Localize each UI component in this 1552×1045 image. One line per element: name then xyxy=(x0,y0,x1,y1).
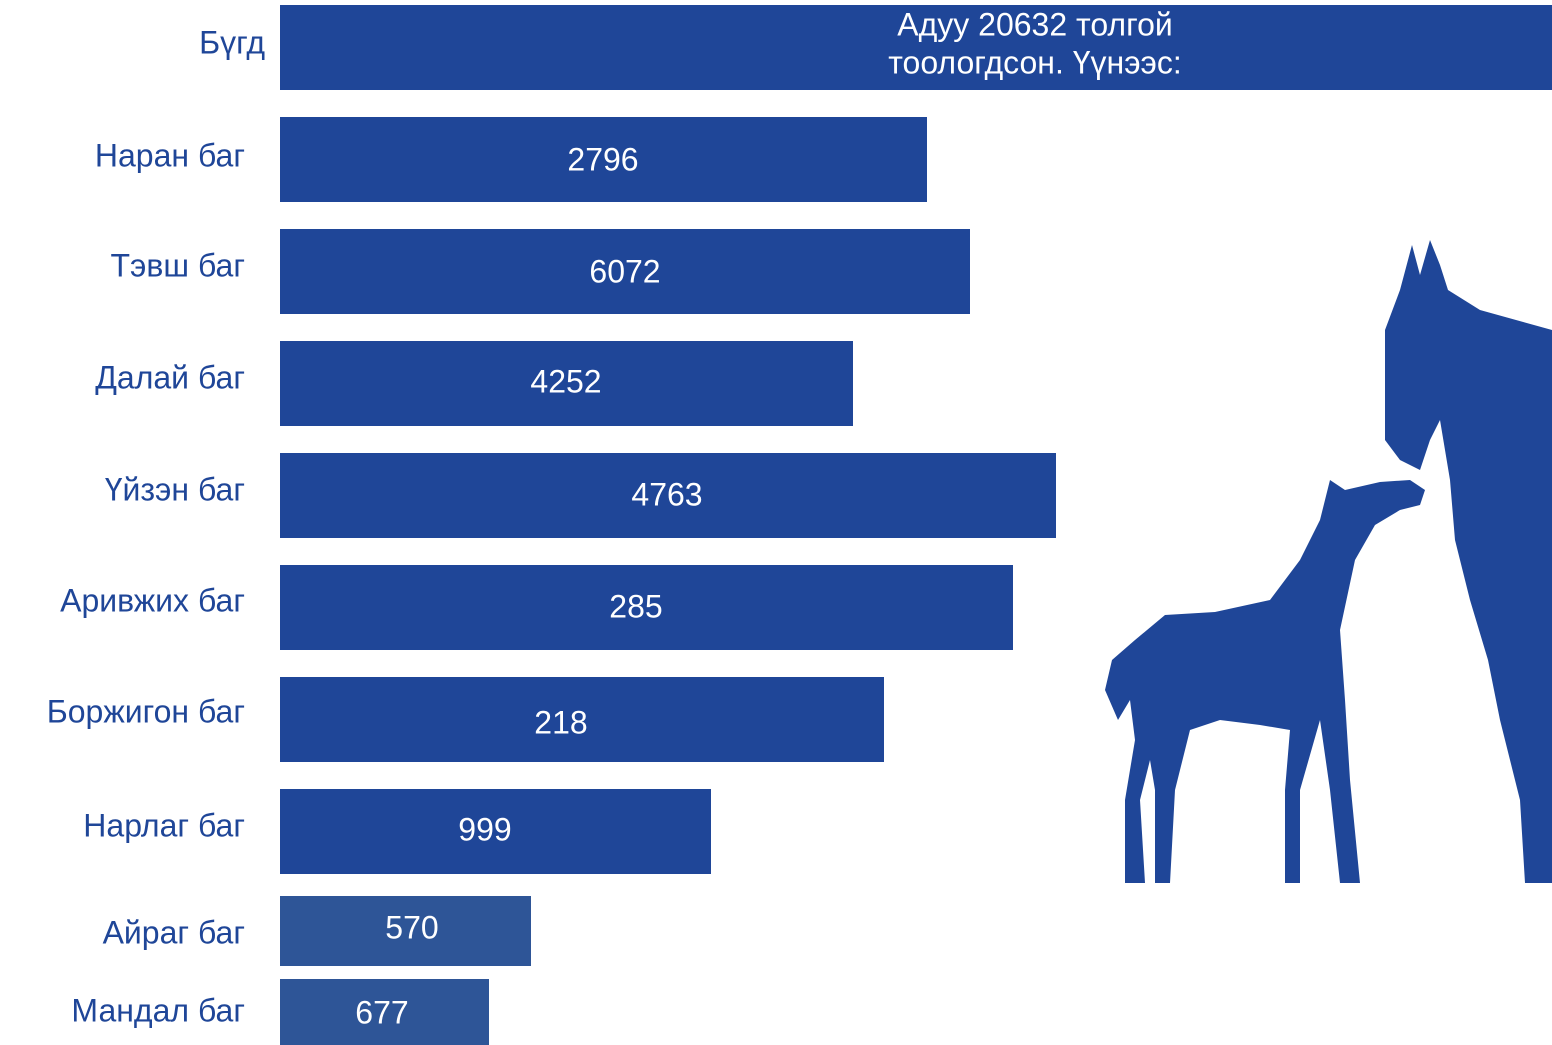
row-label: Аривжих баг xyxy=(60,582,245,618)
total-label: Бүгд xyxy=(199,24,265,60)
row-label: Мандал баг xyxy=(71,992,245,1028)
bar-value: 677 xyxy=(355,994,408,1030)
bar-value: 6072 xyxy=(589,253,660,289)
bar-value: 285 xyxy=(609,588,662,624)
bar-value: 4252 xyxy=(530,363,601,399)
row-label: Нарлаг баг xyxy=(83,807,245,843)
total-text: Адуу 20632 толгой xyxy=(897,6,1172,42)
row-label: Айраг баг xyxy=(103,914,245,950)
infographic: Бүгд Адуу 20632 толгойтоологдсон. Үүнээс:… xyxy=(0,0,1552,1045)
row-label: Далай баг xyxy=(95,359,245,395)
bar-value: 570 xyxy=(385,909,438,945)
bar-value: 218 xyxy=(534,704,587,740)
row-label: Наран баг xyxy=(95,137,245,173)
total-text: тоологдсон. Үүнээс: xyxy=(888,44,1182,80)
row-label: Үйзэн баг xyxy=(105,471,245,507)
bar-value: 4763 xyxy=(631,476,702,512)
bar-value: 2796 xyxy=(567,141,638,177)
bar-value: 999 xyxy=(458,811,511,847)
row-label: Боржигон баг xyxy=(47,693,245,729)
row-label: Тэвш баг xyxy=(111,247,246,283)
